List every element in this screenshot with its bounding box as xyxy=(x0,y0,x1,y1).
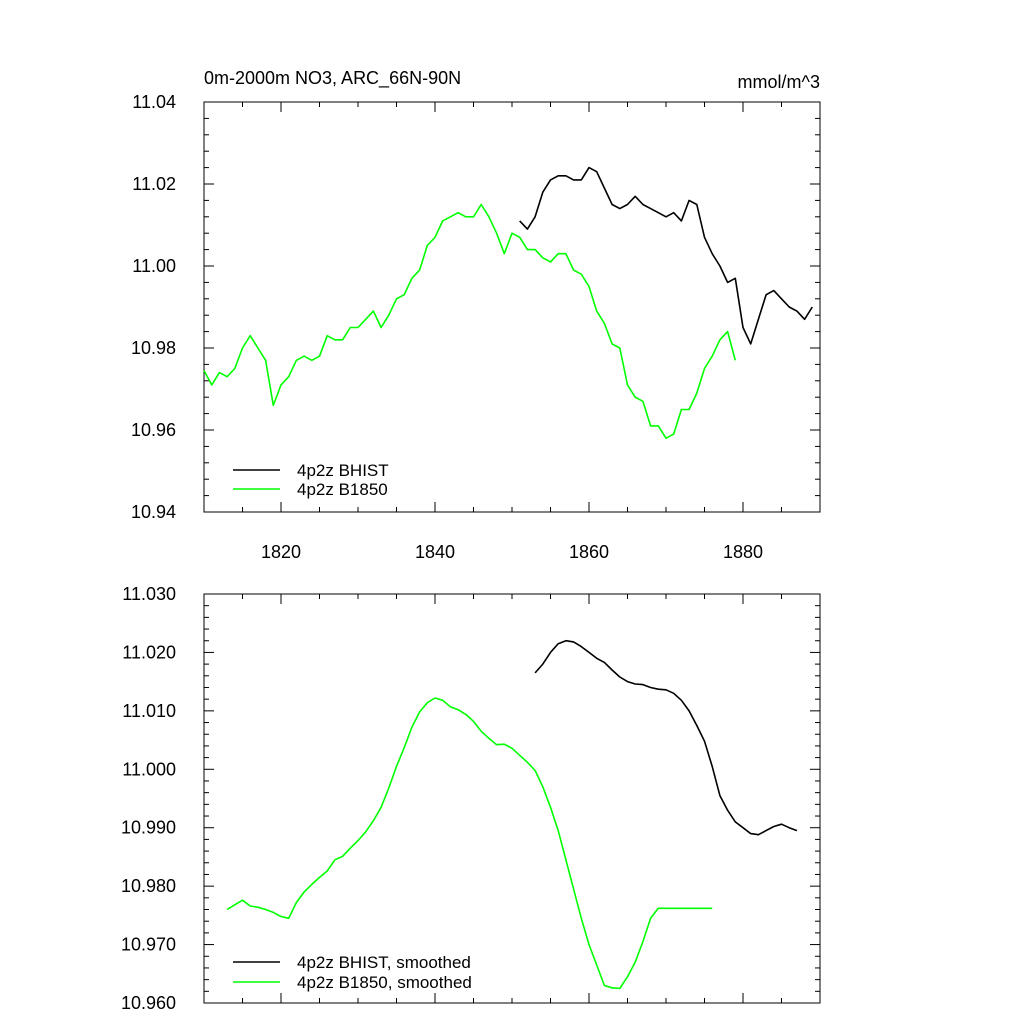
top-ytick-label: 10.96 xyxy=(131,420,176,440)
bottom-ytick-label: 10.970 xyxy=(121,935,176,955)
bottom-ytick-label: 10.980 xyxy=(121,876,176,896)
bottom-ytick-label: 10.990 xyxy=(121,818,176,838)
bottom-series-line-bhist xyxy=(534,639,798,836)
top-xtick-label: 1820 xyxy=(261,542,301,562)
top-panel-title: 0m-2000m NO3, ARC_66N-90N xyxy=(204,68,461,89)
top-xtick-label: 1880 xyxy=(723,542,763,562)
top-ytick-label: 11.02 xyxy=(132,174,176,194)
top-legend: 4p2z BHIST 4p2z B1850 xyxy=(233,461,389,499)
legend-label-bhist: 4p2z BHIST xyxy=(297,461,389,480)
bottom-plot-frame xyxy=(203,593,821,1004)
bottom-panel: 10.960 10.970 10.980 10.990 11.000 11.010 11.0… xyxy=(121,584,821,1013)
bottom-series-line-b1850 xyxy=(226,697,713,990)
legend-label-b1850: 4p2z B1850 xyxy=(297,480,388,499)
top-ytick-label: 10.98 xyxy=(131,338,176,358)
bottom-axes: 10.960 10.970 10.980 10.990 11.000 11.010 11.0… xyxy=(121,584,821,1013)
bottom-ytick-label: 10.960 xyxy=(121,993,176,1013)
top-panel: 0m-2000m NO3, ARC_66N-90N mmol/m^3 10.94… xyxy=(131,68,821,562)
top-xtick-label: 1860 xyxy=(569,542,609,562)
bottom-ytick-label: 11.000 xyxy=(122,759,176,779)
bottom-ytick-label: 11.010 xyxy=(122,701,176,721)
top-panel-units: mmol/m^3 xyxy=(738,72,820,92)
top-series-line-bhist xyxy=(519,166,813,345)
top-ytick-label: 11.04 xyxy=(132,92,176,112)
top-ytick-label: 11.00 xyxy=(132,256,176,276)
top-series-line-b1850 xyxy=(203,203,737,440)
legend-label-b1850-smoothed: 4p2z B1850, smoothed xyxy=(297,973,472,992)
bottom-legend: 4p2z BHIST, smoothed 4p2z B1850, smoothe… xyxy=(233,953,472,992)
top-plot-frame xyxy=(203,101,821,513)
top-series-group xyxy=(203,166,813,440)
bottom-series-group xyxy=(226,639,798,990)
bottom-ytick-label: 11.030 xyxy=(122,584,176,604)
bottom-ytick-label: 11.020 xyxy=(122,642,176,662)
top-xtick-label: 1840 xyxy=(415,542,455,562)
top-axes: 10.94 10.96 10.98 11.00 11.02 11.04 1820 1840 18… xyxy=(131,92,821,562)
top-ytick-label: 10.94 xyxy=(131,502,176,522)
legend-label-bhist-smoothed: 4p2z BHIST, smoothed xyxy=(297,953,471,972)
